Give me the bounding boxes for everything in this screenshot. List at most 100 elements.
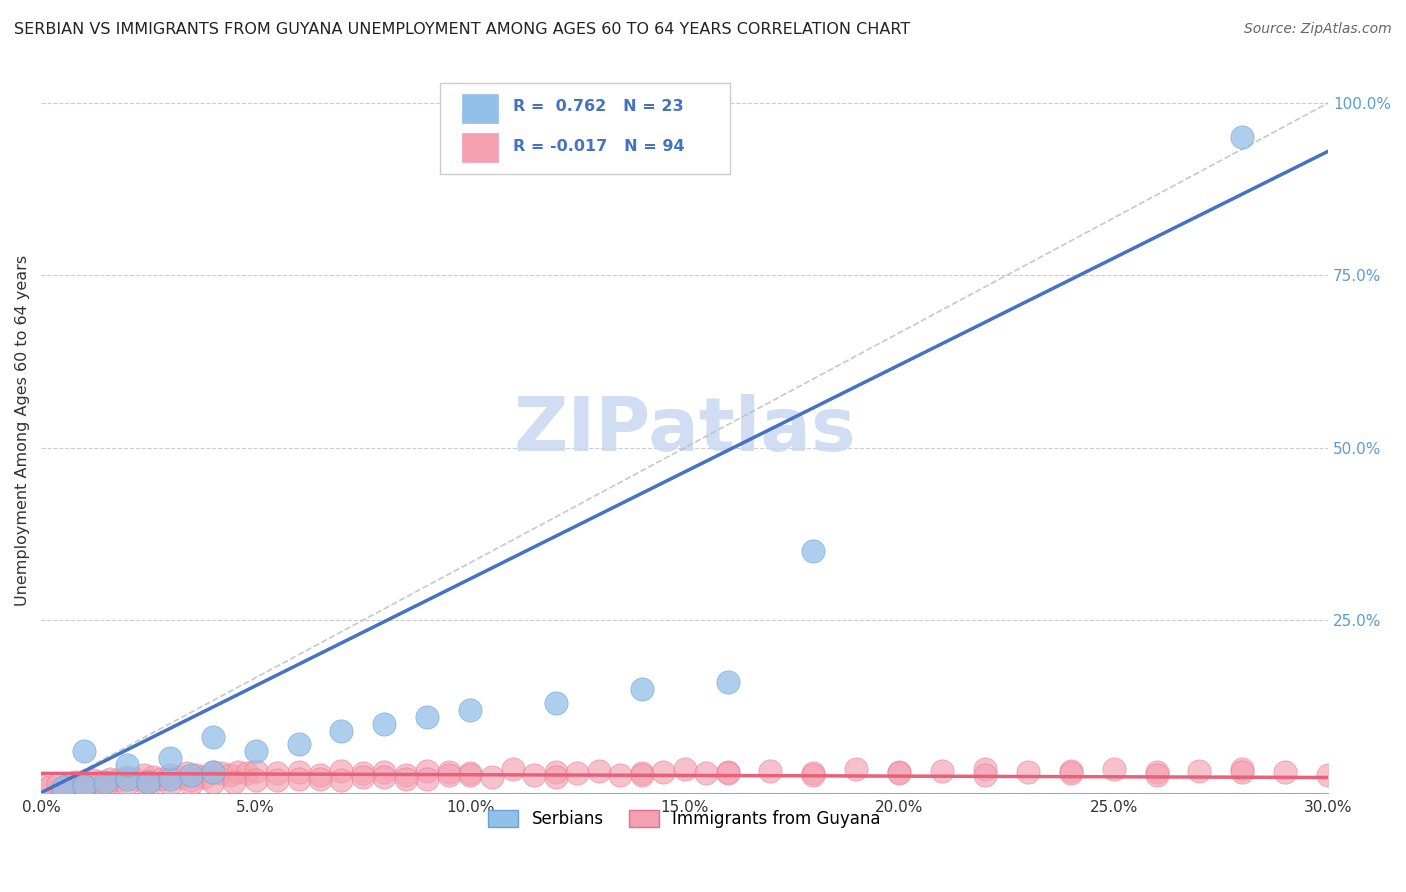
Point xyxy=(245,764,267,778)
Point xyxy=(180,773,202,788)
Point xyxy=(287,772,309,786)
Point xyxy=(201,764,224,779)
Point xyxy=(458,766,481,780)
Point xyxy=(395,768,418,782)
Point xyxy=(1317,768,1340,782)
Point xyxy=(373,771,395,785)
Point xyxy=(209,766,232,780)
Point xyxy=(395,772,418,786)
Point xyxy=(124,772,146,786)
Point xyxy=(245,744,267,758)
Point xyxy=(330,764,353,778)
Point xyxy=(630,682,652,697)
Point xyxy=(801,768,824,782)
Point xyxy=(567,766,589,780)
Point xyxy=(801,766,824,780)
Point xyxy=(115,777,138,791)
Point xyxy=(287,764,309,779)
Point xyxy=(180,777,202,791)
Text: Source: ZipAtlas.com: Source: ZipAtlas.com xyxy=(1244,22,1392,37)
Point xyxy=(652,764,675,779)
Point xyxy=(236,766,259,780)
Point xyxy=(845,762,868,776)
Point xyxy=(266,766,288,780)
Point xyxy=(94,779,117,793)
Point xyxy=(352,771,374,785)
Point xyxy=(224,775,246,789)
Point xyxy=(245,773,267,788)
Point xyxy=(287,738,309,752)
Point xyxy=(193,771,215,785)
Point xyxy=(142,771,165,785)
Point xyxy=(931,764,953,778)
Point xyxy=(1060,766,1083,780)
Point xyxy=(974,768,997,782)
Point xyxy=(201,731,224,745)
Point xyxy=(1017,764,1039,779)
Point xyxy=(1232,130,1254,145)
Point xyxy=(65,775,87,789)
Point xyxy=(437,768,460,782)
FancyBboxPatch shape xyxy=(440,83,730,174)
Point xyxy=(416,710,439,724)
Point xyxy=(330,773,353,788)
Point xyxy=(373,764,395,779)
Point xyxy=(502,762,524,776)
Point xyxy=(330,723,353,738)
Point xyxy=(51,782,73,797)
Point xyxy=(98,772,121,786)
Point xyxy=(51,780,73,794)
Point xyxy=(1146,764,1168,779)
Point xyxy=(309,768,332,782)
Point xyxy=(1232,762,1254,776)
Point xyxy=(82,773,104,788)
Point xyxy=(184,768,207,782)
Point xyxy=(90,775,112,789)
Point xyxy=(437,764,460,779)
Point xyxy=(218,768,240,782)
Point xyxy=(94,780,117,794)
Bar xyxy=(463,94,498,123)
Point xyxy=(974,762,997,776)
Point xyxy=(458,768,481,782)
Point xyxy=(544,771,567,785)
Point xyxy=(56,779,79,793)
Point xyxy=(138,779,160,793)
Point xyxy=(309,772,332,786)
Point xyxy=(609,768,631,782)
Point xyxy=(138,775,160,789)
Point xyxy=(266,773,288,788)
Point xyxy=(716,675,738,690)
Point xyxy=(544,696,567,710)
Point xyxy=(416,764,439,778)
Point xyxy=(228,764,250,779)
Point xyxy=(138,775,160,789)
Point xyxy=(115,758,138,772)
Point xyxy=(73,777,96,791)
Point xyxy=(887,766,910,780)
Point xyxy=(588,764,610,778)
Point xyxy=(180,768,202,782)
Point xyxy=(887,764,910,779)
Point xyxy=(167,771,190,785)
Point xyxy=(801,544,824,558)
Point xyxy=(481,771,503,785)
Point xyxy=(1102,762,1125,776)
Point xyxy=(458,703,481,717)
Point xyxy=(416,772,439,786)
Point xyxy=(159,768,181,782)
Point xyxy=(176,766,198,780)
Point xyxy=(159,751,181,765)
Point xyxy=(73,779,96,793)
Point xyxy=(630,766,652,780)
Point xyxy=(107,773,129,788)
Text: R = -0.017   N = 94: R = -0.017 N = 94 xyxy=(513,138,685,153)
Point xyxy=(132,768,155,782)
Text: SERBIAN VS IMMIGRANTS FROM GUYANA UNEMPLOYMENT AMONG AGES 60 TO 64 YEARS CORRELA: SERBIAN VS IMMIGRANTS FROM GUYANA UNEMPL… xyxy=(14,22,910,37)
Point xyxy=(1232,764,1254,779)
Point xyxy=(1146,768,1168,782)
Point xyxy=(1188,764,1211,778)
Text: ZIPatlas: ZIPatlas xyxy=(513,394,856,467)
Point xyxy=(544,764,567,779)
Point xyxy=(352,766,374,780)
